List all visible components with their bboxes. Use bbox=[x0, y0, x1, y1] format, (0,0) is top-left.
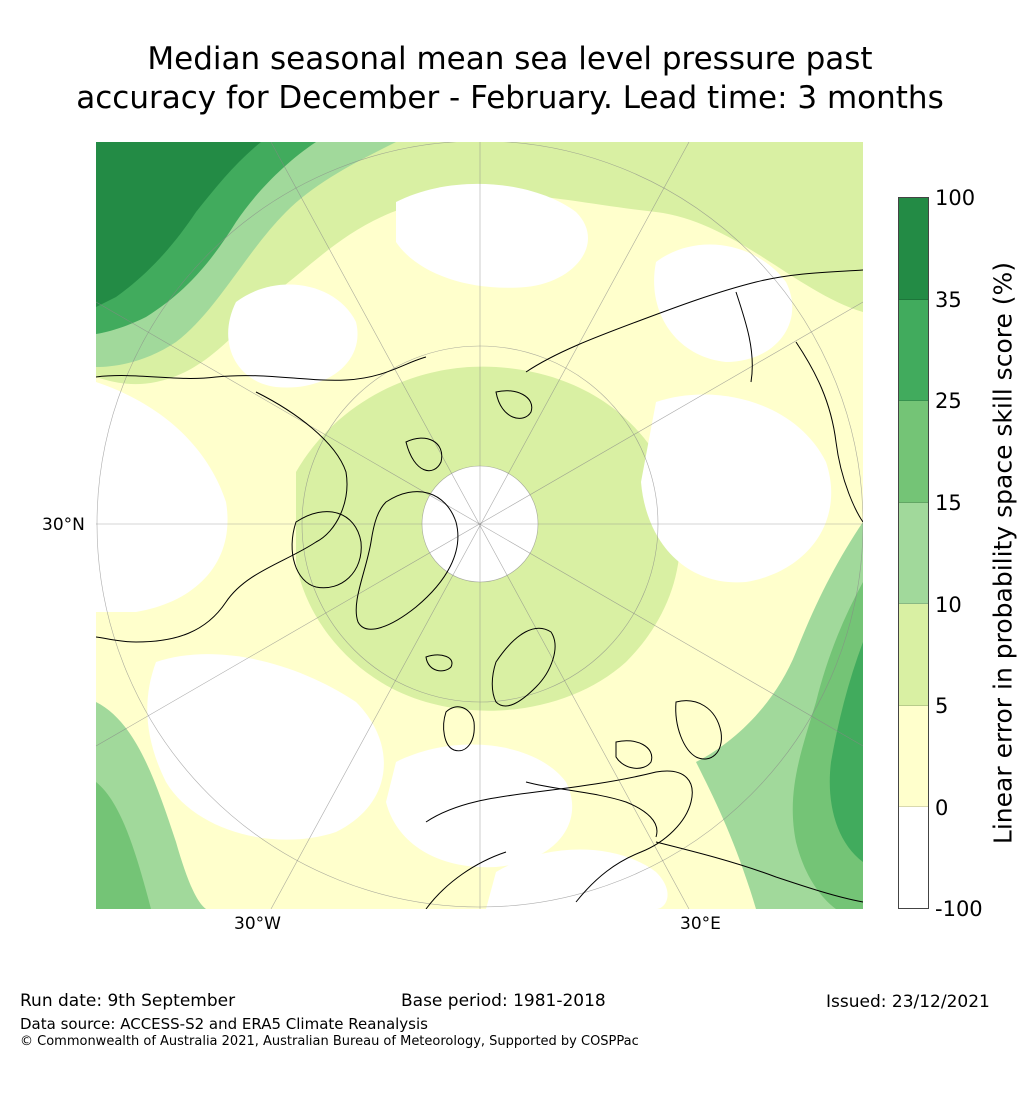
title-line-2: accuracy for December - February. Lead t… bbox=[76, 80, 944, 116]
coast-mediterranean bbox=[525, 781, 658, 838]
coast-greenland bbox=[355, 491, 459, 630]
colorbar-segment-25-35 bbox=[899, 299, 928, 402]
coast-asia-north bbox=[525, 269, 863, 373]
colorbar-segment-35-100 bbox=[899, 198, 928, 300]
chart-title: Median seasonal mean sea level pressure … bbox=[0, 40, 1020, 118]
colorbar bbox=[898, 197, 929, 909]
coast-europe bbox=[425, 770, 693, 909]
colorbar-segment-15-25 bbox=[899, 401, 928, 503]
colorbar-segment-0-5 bbox=[899, 705, 928, 808]
colorbar-segment-5-10 bbox=[899, 604, 928, 706]
coast-north-america bbox=[96, 356, 427, 643]
coast-scandinavia bbox=[491, 627, 556, 707]
no-skill-patch-southwest bbox=[147, 654, 384, 840]
coast-black-sea bbox=[615, 740, 653, 769]
colorbar-segment-neg100-0 bbox=[899, 807, 928, 909]
no-skill-patch-southeast bbox=[486, 849, 668, 909]
colorbar-tick-35: 35 bbox=[935, 288, 962, 312]
title-line-1: Median seasonal mean sea level pressure … bbox=[147, 41, 873, 77]
skill-map bbox=[96, 142, 863, 909]
issued-date: Issued: 23/12/2021 bbox=[826, 992, 990, 1012]
colorbar-tick-100: 100 bbox=[935, 186, 976, 210]
colorbar-tick-neg100: -100 bbox=[935, 897, 983, 921]
no-skill-patch-northwest bbox=[228, 284, 358, 388]
colorbar-title: Linear error in probability space skill … bbox=[988, 261, 1018, 845]
coast-asia-east bbox=[735, 291, 863, 523]
colorbar-tick-0: 0 bbox=[935, 796, 949, 820]
no-skill-patch-west bbox=[96, 382, 228, 612]
base-period: Base period: 1981-2018 bbox=[401, 991, 606, 1011]
copyright: © Commonwealth of Australia 2021, Austra… bbox=[20, 1034, 639, 1049]
no-skill-patch-northeast bbox=[654, 244, 793, 362]
coast-iceland bbox=[425, 654, 453, 672]
coast-hudson-bay bbox=[291, 511, 362, 589]
coastlines bbox=[96, 269, 863, 909]
lon-label-30w: 30°W bbox=[234, 914, 281, 934]
coast-africa bbox=[655, 841, 863, 903]
coast-caspian bbox=[675, 700, 722, 760]
colorbar-tick-15: 15 bbox=[935, 491, 962, 515]
skill-region-west-edge-high bbox=[96, 782, 151, 909]
no-skill-patch-east bbox=[641, 394, 832, 583]
colorbar-tick-10: 10 bbox=[935, 593, 962, 617]
coast-arctic-islands bbox=[405, 390, 533, 472]
no-skill-patch-south bbox=[386, 744, 573, 868]
lat-label-30n: 30°N bbox=[42, 515, 85, 535]
colorbar-tick-5: 5 bbox=[935, 694, 949, 718]
colorbar-tick-25: 25 bbox=[935, 389, 962, 413]
coast-british-isles bbox=[443, 706, 475, 752]
data-source: Data source: ACCESS-S2 and ERA5 Climate … bbox=[20, 1015, 428, 1033]
run-date: Run date: 9th September bbox=[20, 991, 236, 1011]
skill-region-northwest-top bbox=[96, 142, 261, 307]
skill-region-east-top bbox=[829, 642, 863, 862]
no-skill-patch-north bbox=[396, 183, 588, 288]
lon-label-30e: 30°E bbox=[680, 914, 721, 934]
colorbar-segment-10-15 bbox=[899, 502, 928, 605]
